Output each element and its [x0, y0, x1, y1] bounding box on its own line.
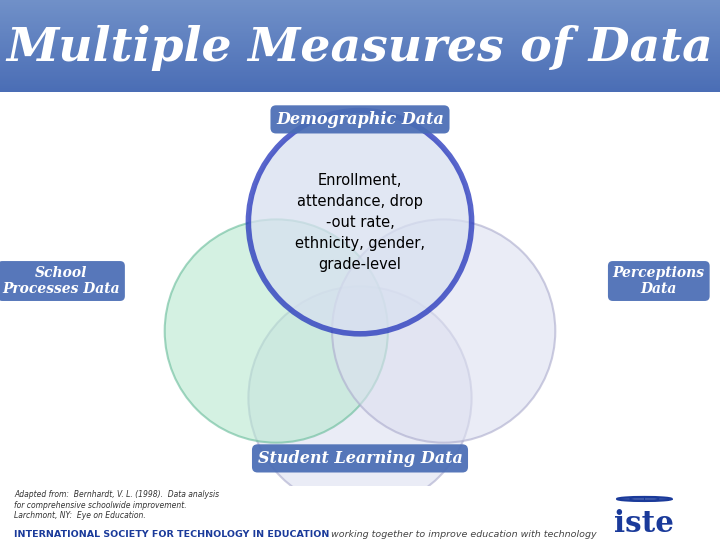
Bar	[0, 2, 720, 3]
Bar	[0, 18, 720, 19]
Text: Student Learning Data: Student Learning Data	[258, 450, 462, 467]
Circle shape	[332, 219, 555, 443]
Bar	[0, 29, 720, 30]
Bar	[0, 72, 720, 73]
Bar	[0, 84, 720, 85]
Bar	[0, 70, 720, 71]
Bar	[0, 90, 720, 91]
Bar	[0, 32, 720, 33]
Bar	[0, 53, 720, 54]
Text: Adapted from:  Bernhardt, V. L. (1998).  Data analysis
for comprehensive schoolw: Adapted from: Bernhardt, V. L. (1998). D…	[14, 490, 220, 520]
Bar	[0, 16, 720, 17]
Bar	[0, 21, 720, 22]
Bar	[0, 8, 720, 9]
Bar	[0, 0, 720, 1]
Bar	[0, 22, 720, 23]
Bar	[0, 39, 720, 40]
Bar	[0, 36, 720, 37]
Bar	[0, 87, 720, 89]
Bar	[0, 11, 720, 12]
Bar	[0, 47, 720, 48]
Bar	[0, 69, 720, 70]
Bar	[0, 51, 720, 52]
Bar	[0, 38, 720, 39]
Bar	[0, 54, 720, 55]
Bar	[0, 55, 720, 56]
Bar	[0, 58, 720, 60]
Circle shape	[248, 286, 472, 510]
Bar	[0, 40, 720, 42]
Bar	[0, 33, 720, 35]
Text: iste: iste	[614, 509, 675, 538]
Bar	[0, 12, 720, 14]
Bar	[0, 76, 720, 77]
Circle shape	[165, 219, 388, 443]
Bar	[0, 15, 720, 16]
Bar	[0, 63, 720, 64]
Text: Perceptions
Data: Perceptions Data	[613, 266, 705, 296]
Bar	[0, 7, 720, 8]
Bar	[0, 79, 720, 80]
Bar	[0, 24, 720, 25]
Bar	[0, 46, 720, 47]
Bar	[0, 43, 720, 44]
Bar	[0, 91, 720, 92]
Text: Multiple Measures of Data: Multiple Measures of Data	[6, 25, 714, 71]
Bar	[0, 56, 720, 57]
Bar	[0, 89, 720, 90]
Bar	[0, 3, 720, 5]
Bar	[0, 17, 720, 18]
Bar	[0, 30, 720, 31]
Bar	[0, 52, 720, 53]
Bar	[0, 28, 720, 29]
Bar	[0, 44, 720, 45]
Bar	[0, 26, 720, 28]
Bar	[0, 73, 720, 75]
Bar	[0, 82, 720, 83]
Text: Demographic Data: Demographic Data	[276, 111, 444, 128]
Text: working together to improve education with technology: working together to improve education wi…	[328, 530, 596, 539]
Bar	[0, 86, 720, 87]
Bar	[0, 25, 720, 26]
Bar	[0, 61, 720, 62]
Bar	[0, 31, 720, 32]
Bar	[0, 19, 720, 21]
Bar	[0, 78, 720, 79]
Bar	[0, 35, 720, 36]
Bar	[0, 66, 720, 68]
Bar	[0, 62, 720, 63]
Bar	[0, 60, 720, 61]
Bar	[0, 68, 720, 69]
Bar	[0, 9, 720, 10]
Bar	[0, 1, 720, 2]
Bar	[0, 37, 720, 38]
Bar	[0, 48, 720, 49]
Text: INTERNATIONAL SOCIETY FOR TECHNOLOGY IN EDUCATION: INTERNATIONAL SOCIETY FOR TECHNOLOGY IN …	[14, 530, 330, 539]
Bar	[0, 14, 720, 15]
Bar	[0, 23, 720, 24]
Circle shape	[248, 111, 472, 334]
Bar	[0, 64, 720, 65]
Bar	[0, 49, 720, 51]
Bar	[0, 85, 720, 86]
Bar	[0, 75, 720, 76]
Bar	[0, 65, 720, 66]
Bar	[0, 80, 720, 82]
Bar	[0, 83, 720, 84]
Bar	[0, 45, 720, 46]
Bar	[0, 77, 720, 78]
Bar	[0, 57, 720, 58]
Bar	[0, 71, 720, 72]
Bar	[0, 42, 720, 43]
Text: School
Processes Data: School Processes Data	[2, 266, 120, 296]
Text: Enrollment,
attendance, drop
-out rate,
ethnicity, gender,
grade-level: Enrollment, attendance, drop -out rate, …	[295, 173, 425, 272]
Bar	[0, 6, 720, 7]
Bar	[0, 10, 720, 11]
Bar	[0, 4, 720, 6]
